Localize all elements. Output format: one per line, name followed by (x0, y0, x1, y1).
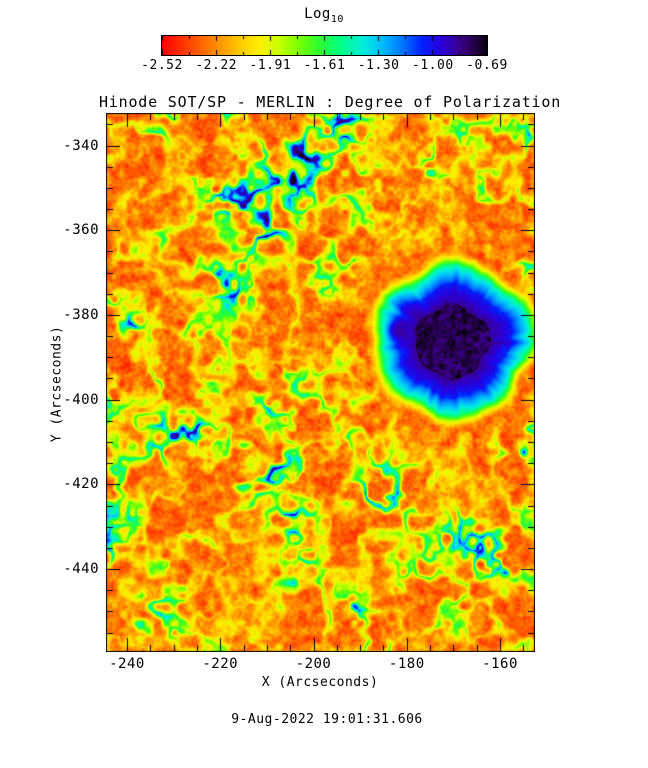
colorbar-tick-label: -2.52 (141, 58, 183, 73)
y-tick-label: -380 (63, 306, 99, 323)
y-tick-label: -440 (63, 561, 99, 577)
colorbar-tick-label: -1.00 (412, 58, 454, 73)
x-tick-label: -180 (388, 656, 425, 672)
y-axis-label: Y (Arcseconds) (49, 325, 65, 443)
colorbar-tick-label: -1.30 (357, 58, 400, 73)
y-tick-label: -340 (63, 137, 99, 154)
x-tick-label: -160 (482, 656, 518, 672)
x-axis-label: X (Arcseconds) (261, 675, 379, 690)
colorbar-title-text: Log (304, 6, 331, 22)
x-tick-label: -200 (295, 656, 332, 672)
y-tick-label: -360 (63, 222, 99, 239)
y-tick-label: -420 (63, 476, 99, 493)
colorbar-tick-label: -0.69 (466, 58, 508, 73)
y-tick-label: -400 (63, 391, 99, 408)
heatmap-canvas (106, 113, 535, 652)
x-tick-label: -240 (109, 656, 145, 672)
colorbar-tick-label: -1.61 (303, 58, 346, 73)
x-tick-label: -220 (202, 656, 239, 672)
colorbar-tick-label: -1.91 (249, 58, 292, 73)
colorbar (161, 35, 488, 56)
colorbar-title-subscript: 10 (330, 13, 344, 25)
colorbar-title: Log10 (304, 6, 344, 25)
chart-title: Hinode SOT/SP - MERLIN : Degree of Polar… (98, 93, 562, 111)
timestamp: 9-Aug-2022 19:01:31.606 (231, 712, 423, 727)
colorbar-tick-label: -2.22 (195, 58, 237, 73)
